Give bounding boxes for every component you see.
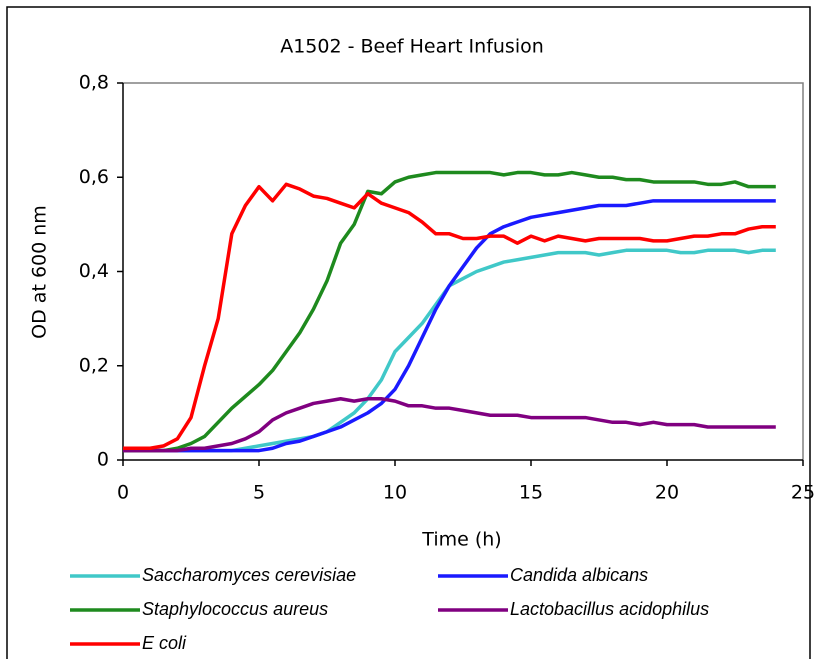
y-tick-label: 0,6	[79, 166, 109, 188]
x-tick-label: 5	[253, 482, 265, 504]
y-tick-label: 0,2	[79, 354, 109, 376]
series-line	[123, 199, 776, 453]
x-tick-label: 10	[383, 482, 407, 504]
plot-border	[123, 82, 804, 460]
series-line	[123, 182, 776, 450]
legend-label: Candida albicans	[510, 565, 648, 585]
series-line	[123, 170, 776, 453]
legend-label: Lactobacillus acidophilus	[510, 599, 709, 619]
legend-label: Staphylococcus aureus	[142, 599, 328, 619]
x-tick-label: 0	[117, 482, 129, 504]
y-axis-label: OD at 600 nm	[29, 205, 51, 339]
x-axis-label: Time (h)	[421, 529, 501, 551]
legend-label: Saccharomyces cerevisiae	[142, 565, 356, 585]
y-tick-label: 0,8	[79, 72, 109, 94]
x-tick-label: 15	[519, 482, 543, 504]
chart-title: A1502 - Beef Heart Infusion	[280, 36, 544, 58]
x-tick-label: 20	[655, 482, 679, 504]
legend-label: E coli	[142, 633, 187, 653]
x-tick-label: 25	[791, 482, 814, 504]
series-line	[123, 396, 776, 453]
y-tick-label: 0,4	[79, 260, 109, 282]
chart-border	[6, 6, 811, 659]
y-tick-label: 0	[97, 449, 109, 471]
